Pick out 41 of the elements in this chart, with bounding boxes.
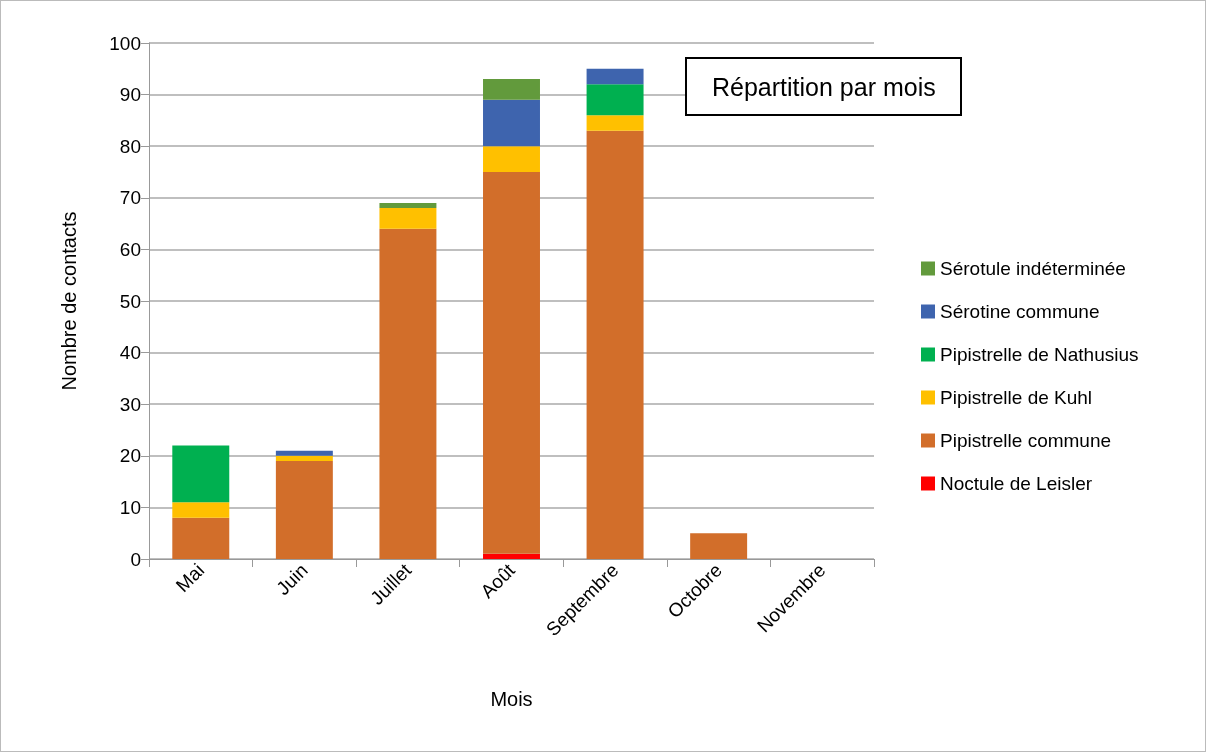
y-axis-title: Nombre de contacts [58, 211, 80, 391]
bar [275, 455, 333, 461]
bar [172, 517, 230, 559]
y-tick-label: 90 [119, 84, 141, 106]
bar [586, 130, 644, 559]
y-tick-label: 40 [119, 342, 141, 364]
bar [379, 208, 437, 229]
bar [586, 84, 644, 116]
legend-label: Noctule de Leisler [940, 473, 1093, 494]
bar [483, 99, 540, 147]
bar [483, 146, 540, 172]
y-tick-label: 50 [119, 290, 141, 312]
bar [690, 533, 748, 559]
bar [483, 553, 540, 559]
y-tick-label: 20 [119, 445, 141, 467]
y-tick-label: 100 [109, 32, 141, 54]
bar [379, 228, 437, 559]
bar [172, 445, 230, 503]
bar [586, 115, 644, 131]
legend-label: Pipistrelle de Kuhl [940, 387, 1093, 408]
x-axis-title: Mois [490, 688, 533, 710]
bar [275, 460, 333, 559]
legend-label: Pipistrelle de Nathusius [940, 344, 1139, 365]
y-tick-label: 80 [119, 135, 141, 157]
legend-label: Sérotule indéterminée [940, 258, 1126, 279]
x-tick-label: Mai [171, 559, 209, 597]
x-tick-label: Juin [272, 559, 312, 600]
bar [483, 172, 540, 554]
bar [275, 450, 333, 456]
text: Répartition par mois [712, 72, 936, 101]
y-tick-label: 30 [119, 393, 141, 415]
y-tick-label: 60 [119, 238, 141, 260]
bar [379, 202, 437, 209]
y-tick-label: 0 [130, 548, 141, 570]
y-tick-label: 70 [119, 187, 141, 209]
legend-label: Pipistrelle commune [940, 430, 1112, 451]
bar [172, 502, 230, 518]
legend-label: Sérotine commune [940, 301, 1100, 322]
bar [483, 79, 540, 100]
bar [586, 68, 644, 85]
y-tick-label: 10 [119, 496, 141, 518]
